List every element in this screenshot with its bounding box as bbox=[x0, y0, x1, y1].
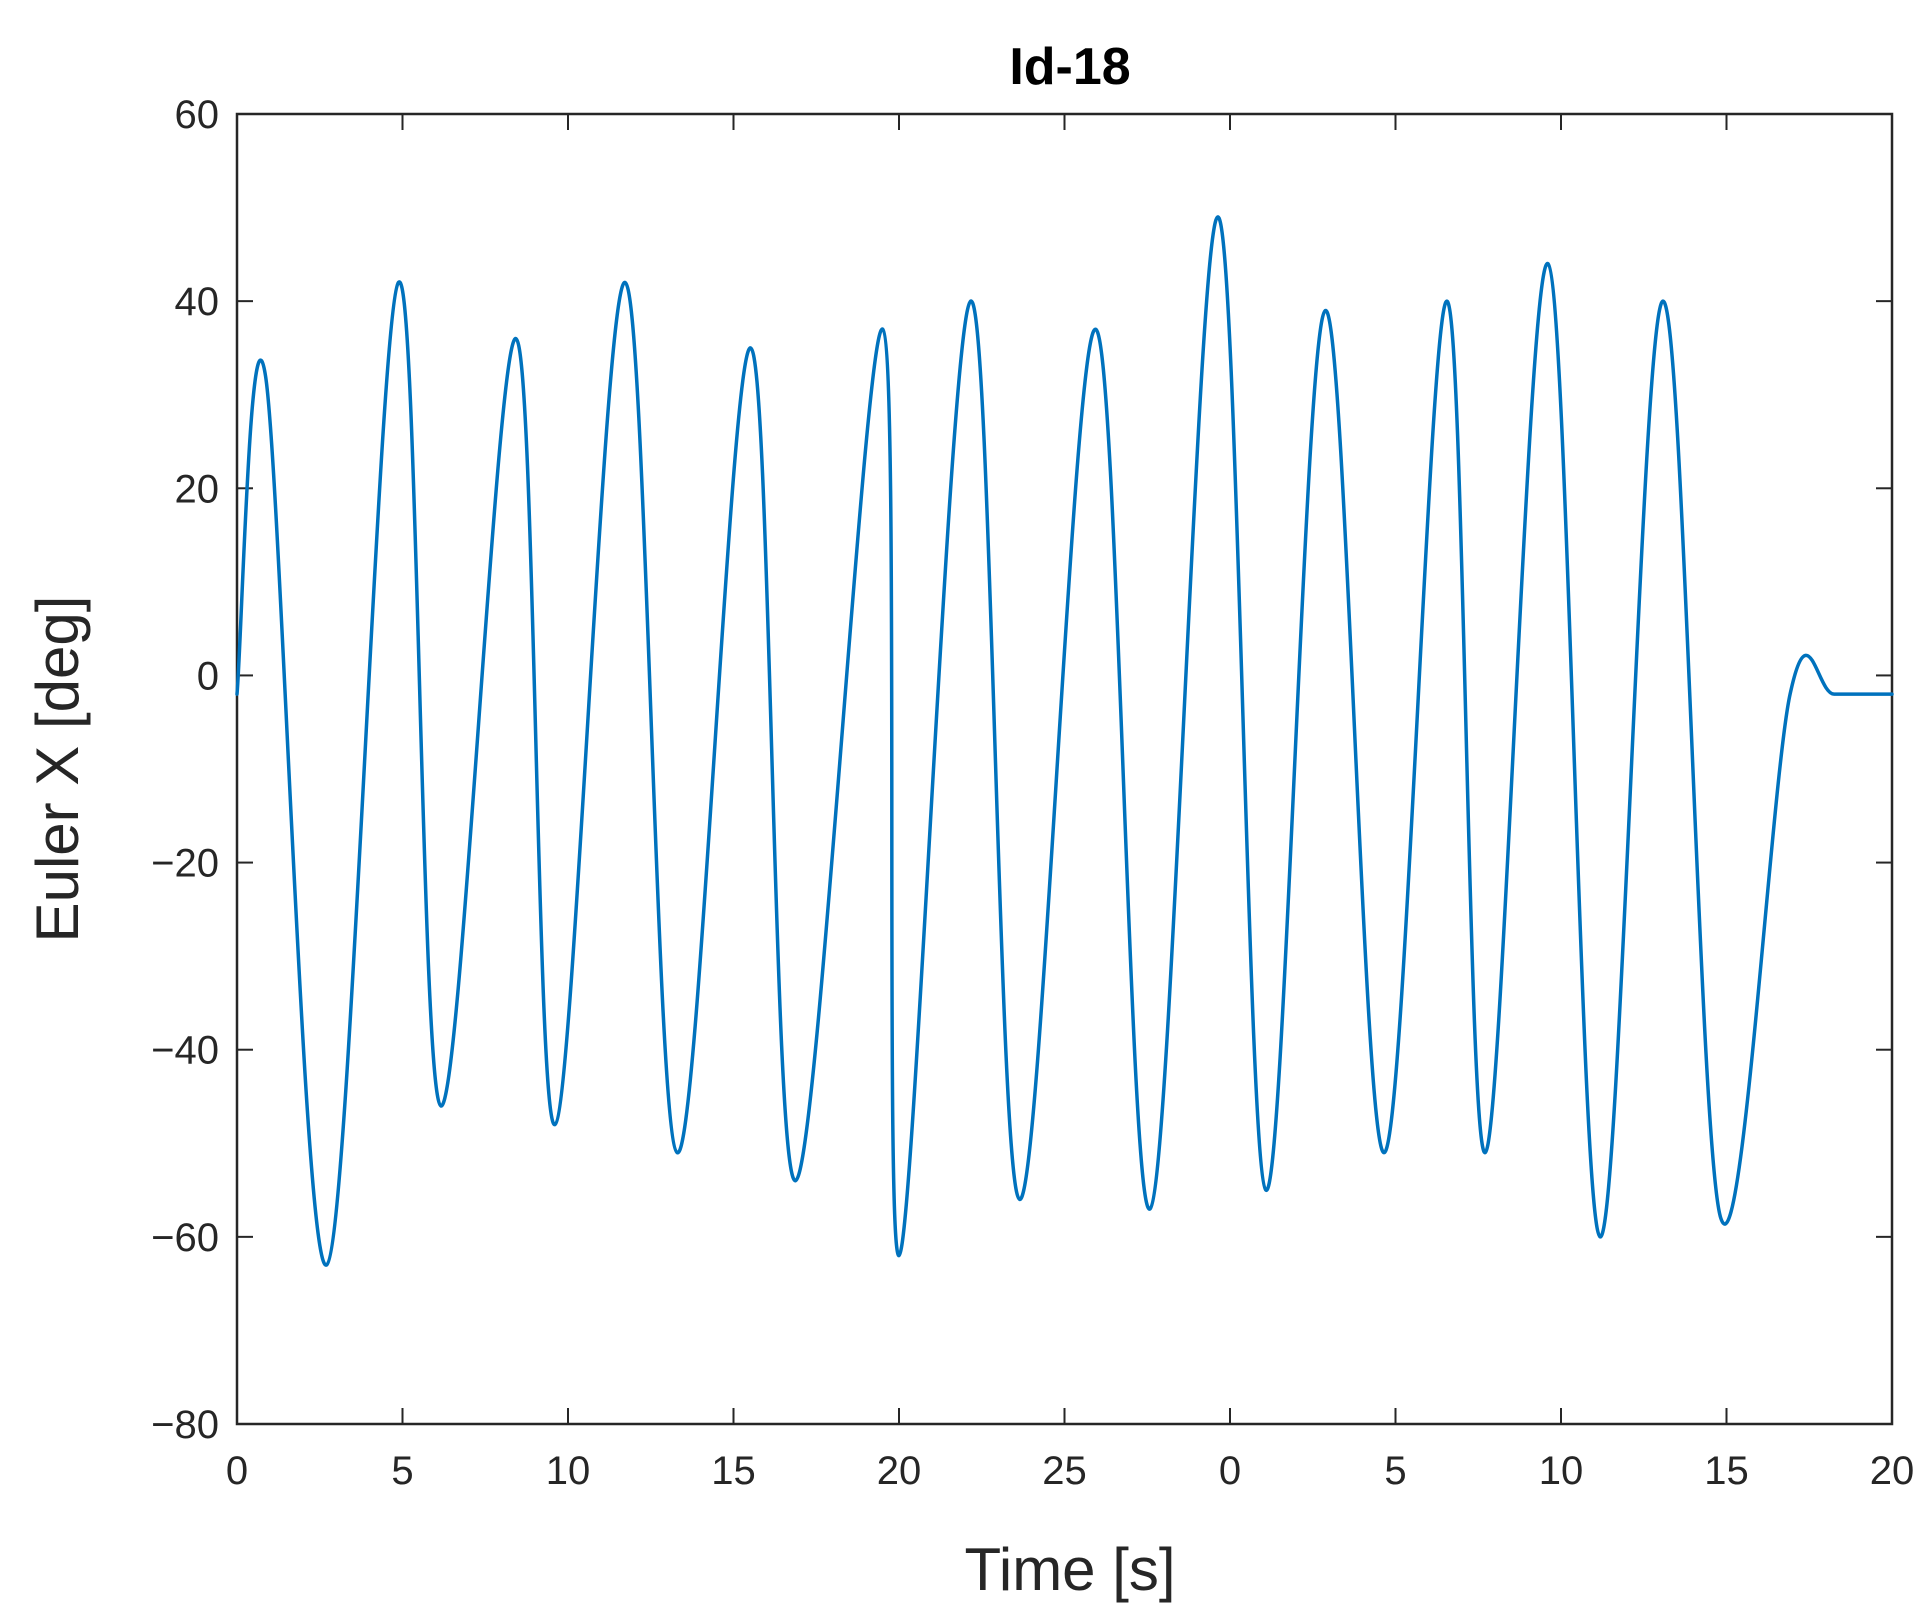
plot-area: 0 5 10 15 20 25 0 5 10 15 20 60 40 20 0 −20 −40 −60 −80 bbox=[151, 93, 1914, 1493]
y-tick-label: 0 bbox=[197, 654, 219, 698]
x-tick-label: 15 bbox=[711, 1449, 756, 1493]
x-tick-label: 10 bbox=[546, 1449, 591, 1493]
x-tick-label: 5 bbox=[1384, 1449, 1406, 1493]
y-axis-label: Euler X [deg] bbox=[24, 596, 91, 943]
x-axis-label: Time [s] bbox=[964, 1536, 1175, 1603]
x-tick-label: 20 bbox=[877, 1449, 922, 1493]
x-tick-label: 10 bbox=[1539, 1449, 1584, 1493]
y-tick-label: 20 bbox=[175, 467, 220, 511]
chart-title: Id-18 bbox=[1009, 38, 1130, 96]
y-tick-label: 40 bbox=[175, 280, 220, 324]
y-tick-label: −60 bbox=[151, 1216, 219, 1260]
axes-box bbox=[237, 114, 1892, 1424]
x-tick-label: 0 bbox=[1219, 1449, 1241, 1493]
x-tick-label: 0 bbox=[226, 1449, 248, 1493]
y-tick-label: −40 bbox=[151, 1029, 219, 1073]
x-tick-label: 25 bbox=[1042, 1449, 1087, 1493]
x-tick-label: 20 bbox=[1870, 1449, 1915, 1493]
y-tick-label: 60 bbox=[175, 93, 220, 137]
x-tick-label: 15 bbox=[1704, 1449, 1749, 1493]
y-tick-label: −80 bbox=[151, 1403, 219, 1447]
y-tick-label: −20 bbox=[151, 842, 219, 886]
x-tick-label: 5 bbox=[391, 1449, 413, 1493]
